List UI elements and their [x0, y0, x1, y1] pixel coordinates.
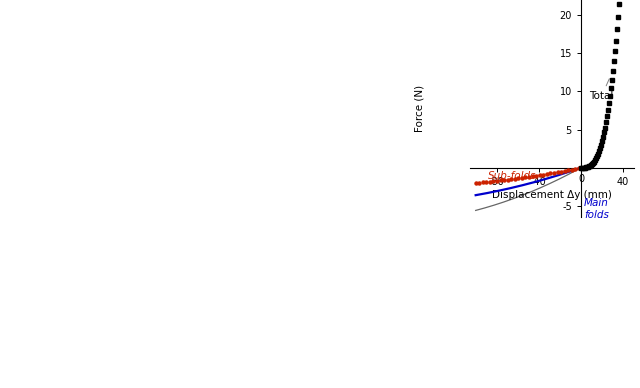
Text: 0: 0: [578, 174, 584, 184]
Text: Total: Total: [589, 79, 614, 101]
Y-axis label: Force (N): Force (N): [415, 85, 425, 132]
Text: Sub-folds: Sub-folds: [488, 171, 537, 181]
Text: Main
folds: Main folds: [584, 198, 609, 220]
X-axis label: Displacement Δy (mm): Displacement Δy (mm): [492, 189, 612, 199]
